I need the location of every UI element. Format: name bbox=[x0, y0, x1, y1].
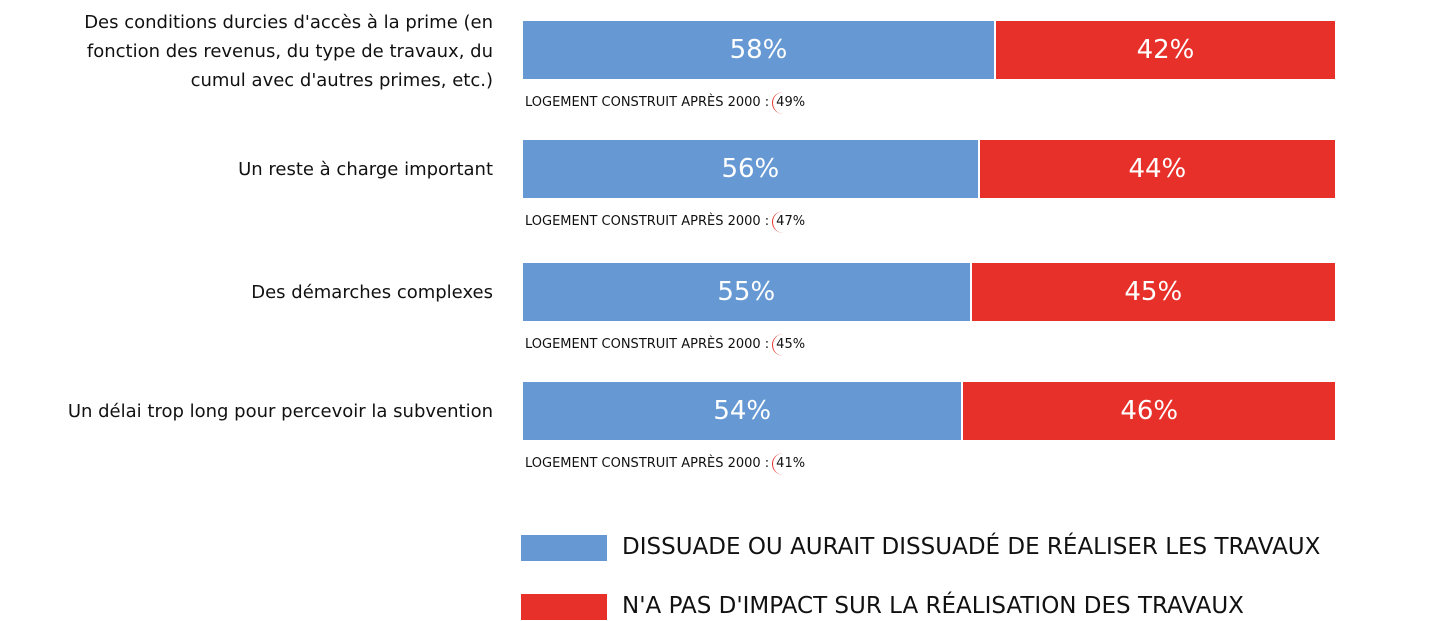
category-label: Un délai trop long pour percevoir la sub… bbox=[67, 400, 493, 422]
value-label: 45% bbox=[1124, 277, 1183, 307]
subgroup-value: 41% bbox=[772, 453, 805, 475]
value-label: 55% bbox=[717, 277, 776, 307]
subgroup-note: LOGEMENT CONSTRUIT APRÈS 2000 :41% bbox=[525, 453, 805, 475]
bar-segment: 46% bbox=[963, 382, 1335, 440]
subgroup-note: LOGEMENT CONSTRUIT APRÈS 2000 :47% bbox=[525, 211, 805, 233]
subgroup-label: LOGEMENT CONSTRUIT APRÈS 2000 : bbox=[525, 95, 770, 110]
subgroup-label: LOGEMENT CONSTRUIT APRÈS 2000 : bbox=[525, 456, 770, 471]
bar-segment: 42% bbox=[995, 21, 1335, 79]
category-label: Un reste à charge important bbox=[238, 158, 493, 180]
subgroup-value: 49% bbox=[772, 92, 805, 114]
subgroup-note: LOGEMENT CONSTRUIT APRÈS 2000 :45% bbox=[525, 334, 805, 356]
value-label: 42% bbox=[1136, 35, 1195, 65]
bar-segment: 55% bbox=[523, 263, 970, 321]
value-label: 46% bbox=[1120, 396, 1179, 426]
subgroup-note: LOGEMENT CONSTRUIT APRÈS 2000 :49% bbox=[525, 92, 805, 114]
bar-segment: 58% bbox=[523, 21, 994, 79]
legend-label: N'A PAS D'IMPACT SUR LA RÉALISATION DES … bbox=[622, 593, 1244, 619]
subgroup-label: LOGEMENT CONSTRUIT APRÈS 2000 : bbox=[525, 214, 770, 229]
legend-swatch bbox=[521, 535, 607, 561]
bar-segment: 45% bbox=[971, 263, 1335, 321]
bar-segment: 54% bbox=[523, 382, 962, 440]
value-label: 58% bbox=[729, 35, 788, 65]
value-label: 56% bbox=[721, 154, 780, 184]
legend-swatch bbox=[521, 594, 607, 620]
subgroup-value: 47% bbox=[772, 211, 805, 233]
category-label: Des conditions durcies d'accès à la prim… bbox=[84, 12, 493, 91]
subgroup-label: LOGEMENT CONSTRUIT APRÈS 2000 : bbox=[525, 337, 770, 352]
value-label: 44% bbox=[1128, 154, 1187, 184]
category-label: Des démarches complexes bbox=[251, 281, 493, 303]
bar-segment: 44% bbox=[979, 140, 1335, 198]
legend-label: DISSUADE OU AURAIT DISSUADÉ DE RÉALISER … bbox=[622, 534, 1321, 560]
value-label: 54% bbox=[713, 396, 772, 426]
subgroup-value: 45% bbox=[772, 334, 805, 356]
bar-segment: 56% bbox=[523, 140, 978, 198]
